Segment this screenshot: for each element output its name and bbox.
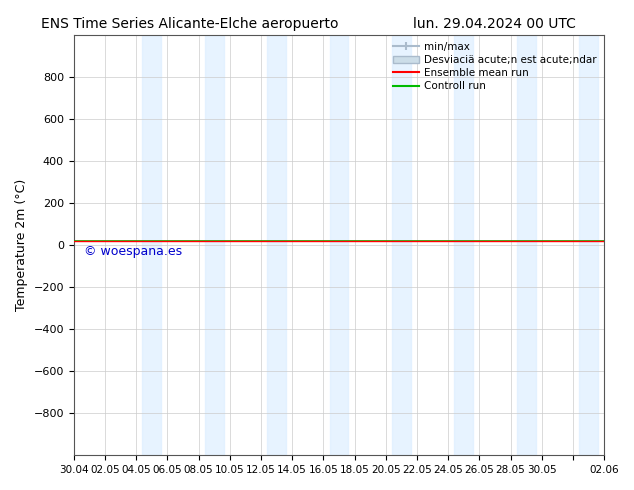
- Bar: [330, 35, 348, 455]
- Bar: [392, 35, 411, 455]
- Bar: [455, 35, 473, 455]
- Y-axis label: Temperature 2m (°C): Temperature 2m (°C): [15, 179, 28, 311]
- Bar: [267, 35, 286, 455]
- Text: © woespana.es: © woespana.es: [84, 245, 183, 258]
- Text: ENS Time Series Alicante-Elche aeropuerto: ENS Time Series Alicante-Elche aeropuert…: [41, 17, 339, 31]
- Bar: [143, 35, 161, 455]
- Bar: [205, 35, 224, 455]
- Bar: [579, 35, 598, 455]
- Text: lun. 29.04.2024 00 UTC: lun. 29.04.2024 00 UTC: [413, 17, 576, 31]
- Bar: [517, 35, 536, 455]
- Legend: min/max, Desviaciä acute;n est acute;ndar, Ensemble mean run, Controll run: min/max, Desviaciä acute;n est acute;nda…: [389, 38, 601, 96]
